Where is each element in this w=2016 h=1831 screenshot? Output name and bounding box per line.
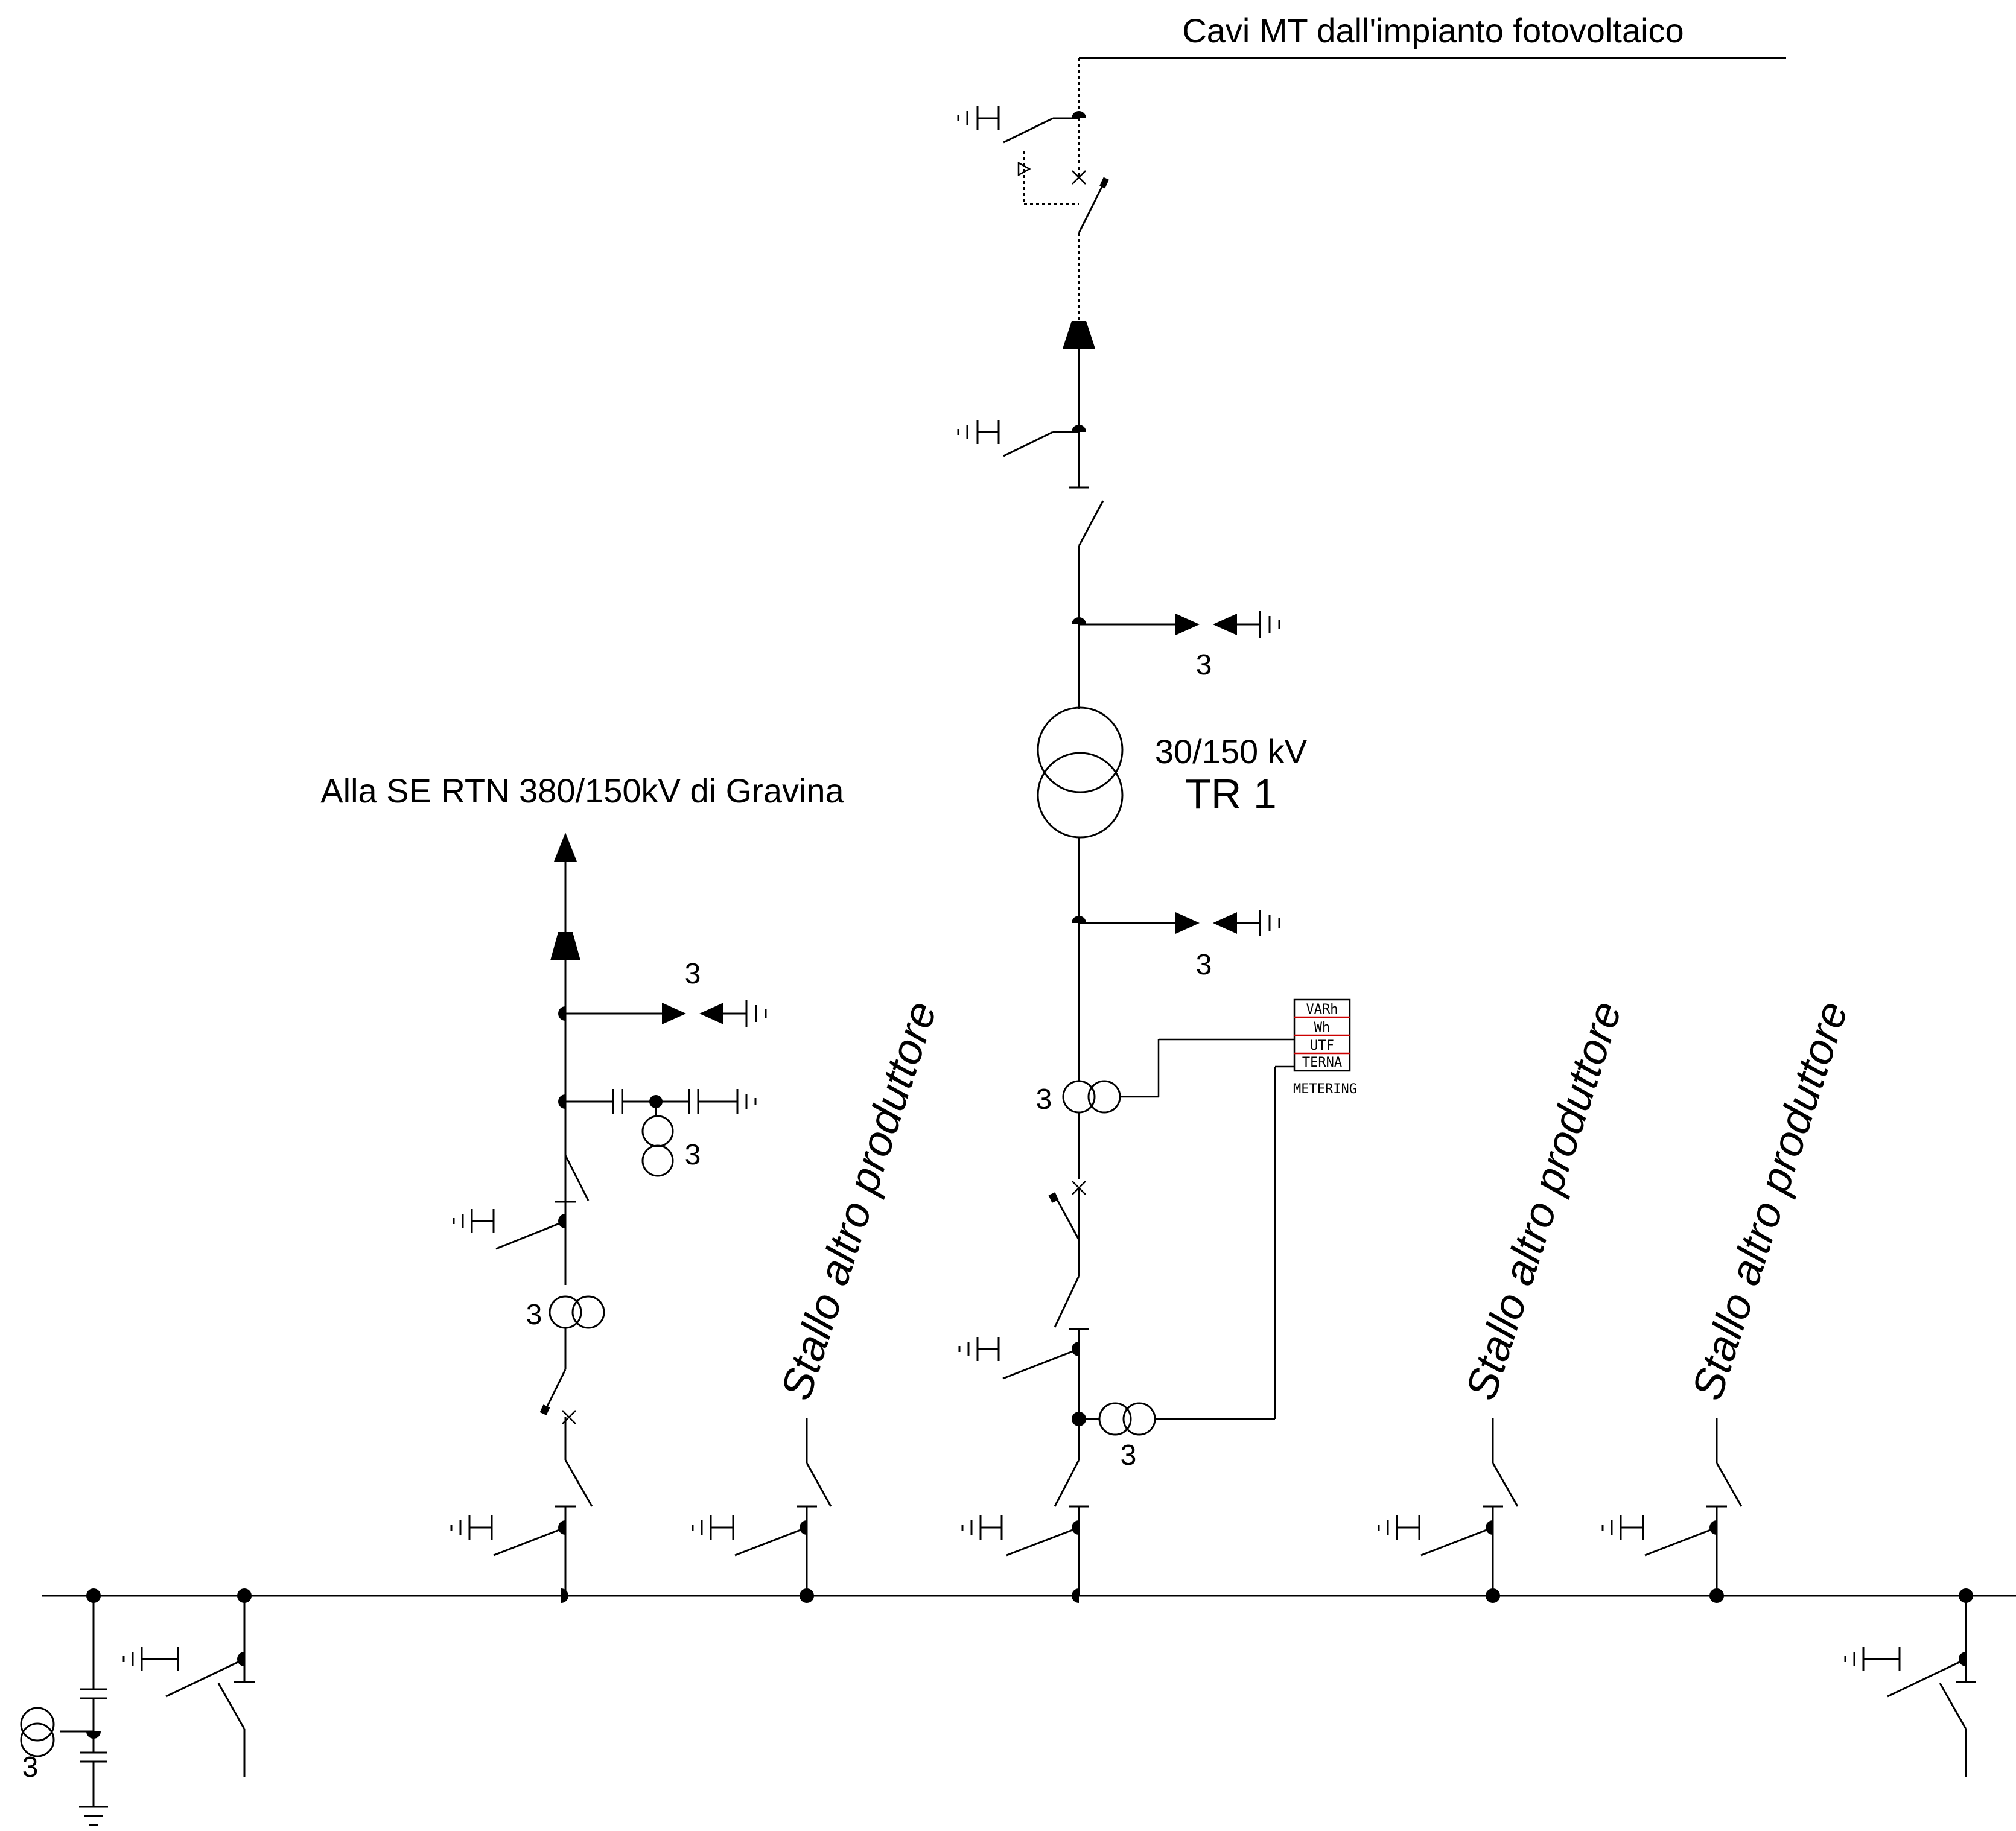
left-bus-section-bay [122,1596,255,1777]
other-producer-label-1: Stallo altro produttore [772,996,946,1406]
transformer-ratio-label: 30/150 kV [1155,732,1308,770]
other-producer-label-3: Stallo altro produttore [1683,996,1857,1406]
hv-arrester-count: 3 [1196,949,1212,981]
other-producer-bay-2 [1378,1418,1519,1596]
busbar-voltage-transformer: 3 [20,1596,108,1826]
metering-ct-count: 3 [1036,1084,1052,1115]
mt-arrester-count: 3 [1196,649,1212,681]
meter-title: METERING [1293,1082,1357,1097]
vt-phase-count: 3 [22,1751,39,1783]
gravina-ct-count: 3 [526,1299,542,1331]
gravina-line-bay: 3 3 3 [450,833,767,1596]
right-bus-section-bay [1844,1596,1976,1777]
meter-row-wh: Wh [1314,1020,1331,1035]
meter-row-utf: UTF [1310,1038,1334,1053]
metering-box: VARh Wh UTF TERNA METERING [1293,998,1357,1097]
mt-cables-label: Cavi MT dall'impianto fotovoltaico [1182,11,1684,49]
metering-vt-count: 3 [1121,1439,1137,1471]
other-producer-bay-1 [692,1418,832,1596]
gravina-cvt-count: 3 [685,1139,701,1171]
meter-row-varh: VARh [1306,1002,1338,1017]
gravina-arrester-count: 3 [685,958,701,990]
se-rtn-label: Alla SE RTN 380/150kV di Gravina [320,772,844,810]
meter-row-terna: TERNA [1302,1055,1342,1070]
transformer-bay: 3 3 3 [957,57,1786,1596]
other-producer-label-2: Stallo altro produttore [1457,996,1631,1406]
transformer-name-label: TR 1 [1185,770,1277,817]
other-producer-bay-3 [1601,1418,1743,1596]
